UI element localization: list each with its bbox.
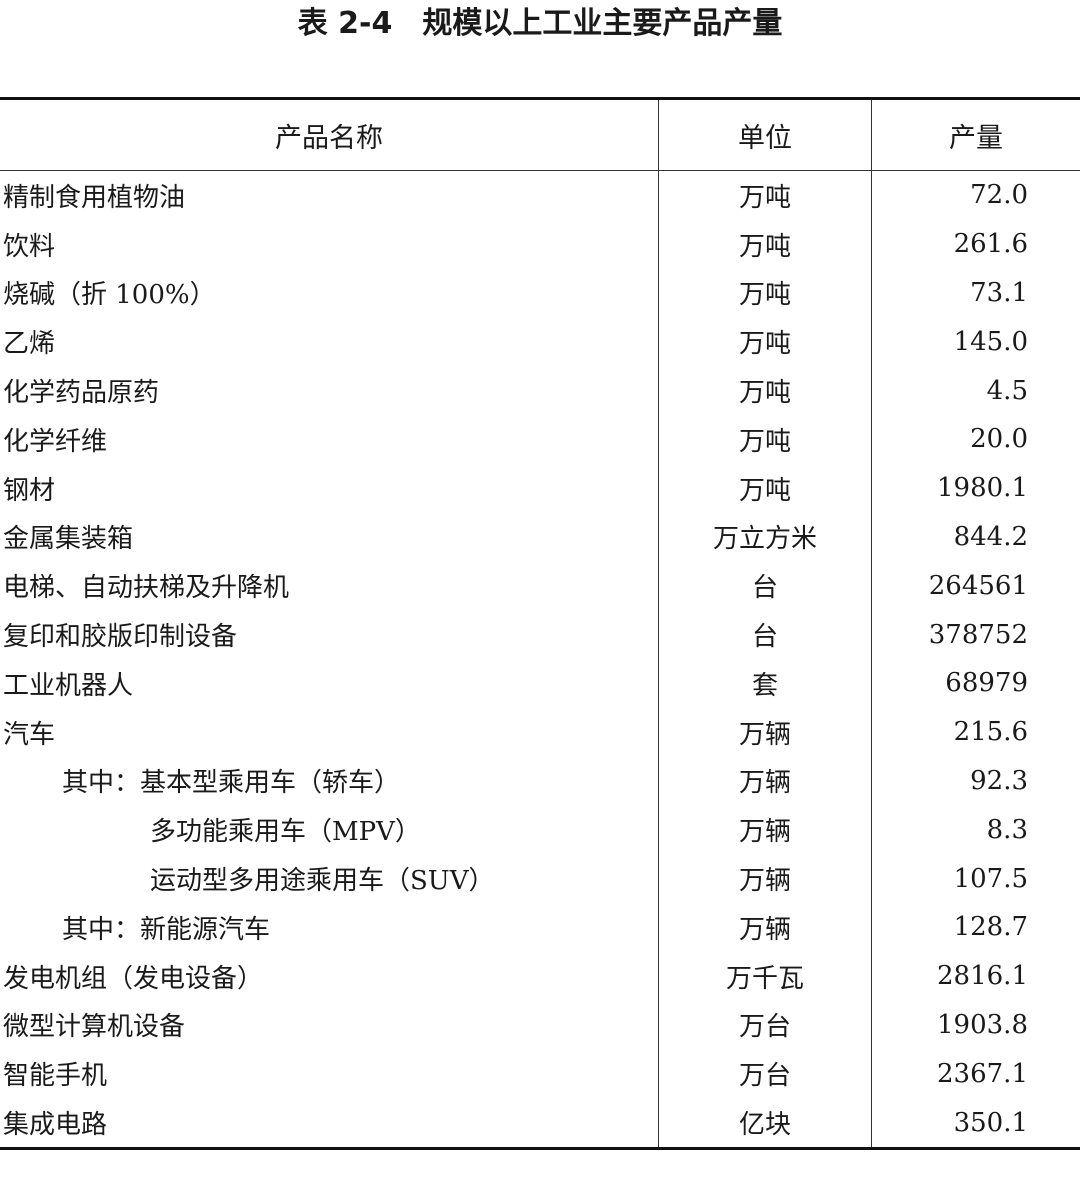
unit: 万吨	[659, 268, 872, 318]
output-value: 844.2	[953, 521, 1028, 552]
product-name: 复印和胶版印制设备	[0, 610, 659, 659]
output-value: 92.3	[970, 765, 1028, 796]
product-name: 金属集装箱	[0, 512, 659, 562]
unit: 台	[659, 561, 872, 611]
product-name: 化学药品原药	[0, 366, 659, 415]
table-row: 化学纤维 万吨 20.0	[0, 414, 1080, 464]
unit: 万辆	[659, 805, 872, 855]
table-row: 金属集装箱 万立方米 844.2	[0, 512, 1080, 562]
table-row: 发电机组（发电设备） 万千瓦 2816.1	[0, 951, 1080, 1001]
output-value: 1903.8	[937, 1009, 1028, 1040]
product-name: 其中：新能源汽车	[0, 902, 659, 952]
output-value: 215.6	[953, 717, 1028, 748]
product-name: 多功能乘用车（MPV）	[0, 805, 659, 855]
table-title: 表 2-4 规模以上工业主要产品产量	[297, 6, 783, 41]
unit: 万台	[659, 1049, 872, 1099]
table-row: 工业机器人套 68979	[0, 658, 1080, 708]
output-value: 145.0	[953, 326, 1028, 357]
output-value: 378752	[928, 619, 1028, 650]
product-name: 工业机器人	[0, 658, 659, 708]
output-value: 2367.1	[937, 1058, 1028, 1089]
table-row: 多功能乘用车（MPV） 万辆 8.3	[0, 805, 1080, 855]
unit: 台	[659, 610, 872, 659]
output-value: 107.5	[953, 863, 1028, 894]
output-value: 20.0	[970, 424, 1028, 455]
unit: 万吨	[659, 317, 872, 367]
table-row: 烧碱（折 100%） 万吨 73.1	[0, 268, 1080, 318]
product-name: 汽车	[0, 707, 659, 757]
table-body: 精制食用植物油 万吨 72.0 饮料 万吨 261.6 烧碱（折 100%） 万吨 73.1 乙烯…	[0, 171, 1080, 1147]
output-value: 128.7	[953, 912, 1028, 943]
product-name: 微型计算机设备	[0, 1000, 659, 1050]
product-name: 乙烯	[0, 317, 659, 367]
product-name: 其中：基本型乘用车（轿车）	[0, 756, 659, 806]
unit: 套	[659, 658, 872, 708]
output-value: 73.1	[970, 277, 1028, 308]
unit: 万台	[659, 1000, 872, 1050]
unit: 万吨	[659, 366, 872, 415]
table-row: 智能手机 万台 2367.1	[0, 1049, 1080, 1099]
table-row: 乙烯 万吨 145.0	[0, 317, 1080, 367]
table-row: 精制食用植物油 万吨 72.0	[0, 171, 1080, 220]
table-row: 电梯、自动扶梯及升降机台 264561	[0, 561, 1080, 611]
product-output-table: 产品名称 单位 产量 精制食用植物油 万吨 72.0 饮料 万吨 261.6 烧碱（折 10…	[0, 97, 1080, 1150]
table-row: 运动型多用途乘用车（SUV） 万辆 107.5	[0, 854, 1080, 903]
unit: 万辆	[659, 902, 872, 952]
table-row: 化学药品原药 万吨 4.5	[0, 366, 1080, 415]
unit: 亿块	[659, 1098, 872, 1147]
unit: 万吨	[659, 219, 872, 269]
product-name: 饮料	[0, 219, 659, 269]
table-row: 微型计算机设备 万台 1903.8	[0, 1000, 1080, 1050]
output-value: 4.5	[986, 375, 1028, 406]
header-unit: 单位	[659, 100, 872, 170]
header-output: 产量	[949, 122, 1003, 154]
table-header: 产品名称 单位 产量	[0, 100, 1080, 171]
output-value: 350.1	[953, 1107, 1028, 1138]
table-row: 复印和胶版印制设备台 378752	[0, 610, 1080, 659]
header-product-name: 产品名称	[0, 100, 659, 170]
table-row: 汽车 万辆 215.6	[0, 707, 1080, 757]
product-name: 化学纤维	[0, 414, 659, 464]
product-name: 集成电路	[0, 1098, 659, 1147]
unit: 万辆	[659, 854, 872, 903]
product-name: 智能手机	[0, 1049, 659, 1099]
product-name: 运动型多用途乘用车（SUV）	[0, 854, 659, 903]
output-value: 261.6	[953, 229, 1028, 260]
unit: 万吨	[659, 414, 872, 464]
unit: 万吨	[659, 463, 872, 513]
table-row: 钢材 万吨 1980.1	[0, 463, 1080, 513]
product-name: 发电机组（发电设备）	[0, 951, 659, 1001]
table-row: 饮料 万吨 261.6	[0, 219, 1080, 269]
output-value: 1980.1	[937, 473, 1028, 504]
output-value: 2816.1	[937, 961, 1028, 992]
table-row: 集成电路 亿块 350.1	[0, 1098, 1080, 1147]
product-name: 烧碱（折 100%）	[0, 268, 659, 318]
output-value: 68979	[945, 668, 1028, 699]
unit: 万辆	[659, 756, 872, 806]
output-value: 8.3	[986, 814, 1028, 845]
output-value: 264561	[928, 570, 1028, 601]
product-name: 精制食用植物油	[0, 171, 659, 220]
output-value: 72.0	[970, 180, 1028, 211]
table-row: 其中：新能源汽车 万辆 128.7	[0, 902, 1080, 952]
table-row: 其中：基本型乘用车（轿车） 万辆 92.3	[0, 756, 1080, 806]
unit: 万千瓦	[659, 951, 872, 1001]
unit: 万吨	[659, 171, 872, 220]
product-name: 钢材	[0, 463, 659, 513]
unit: 万辆	[659, 707, 872, 757]
unit: 万立方米	[659, 512, 872, 562]
product-name: 电梯、自动扶梯及升降机	[0, 561, 659, 611]
